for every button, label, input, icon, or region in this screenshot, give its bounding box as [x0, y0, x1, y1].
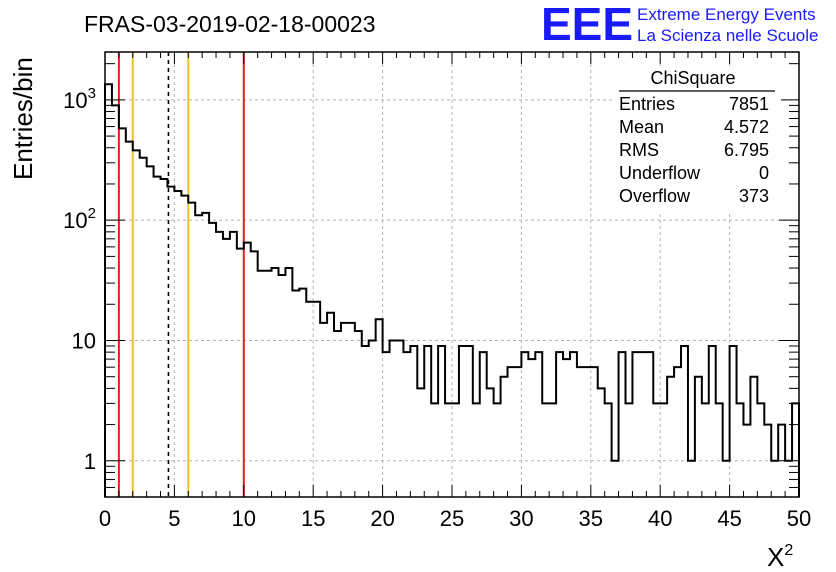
- x-tick-label: 0: [99, 506, 111, 531]
- stats-value: 6.795: [724, 140, 769, 160]
- y-tick-label: 1: [84, 449, 96, 474]
- x-tick-label: 15: [301, 506, 325, 531]
- stats-label: Entries: [619, 94, 675, 114]
- stats-value: 4.572: [724, 117, 769, 137]
- brand-line-2: La Scienza nelle Scuole: [637, 26, 818, 45]
- vertical-lines: [117, 52, 245, 497]
- stats-box: ChiSquare Entries 7851 Mean 4.572 RMS 6.795 Un…: [613, 66, 781, 214]
- eee-logo: EEE: [541, 0, 633, 50]
- stats-value: 0: [759, 163, 769, 183]
- stats-label: Mean: [619, 117, 664, 137]
- y-tick-label: 10: [72, 328, 96, 353]
- eee-branding: EEE Extreme Energy Events La Scienza nel…: [541, 0, 818, 50]
- x-tick-label: 30: [509, 506, 533, 531]
- stats-value: 7851: [729, 94, 769, 114]
- x-tick-label: 40: [648, 506, 672, 531]
- y-axis-label: Entries/bin: [8, 57, 38, 180]
- y-axis: 1 10 102 103: [63, 63, 799, 498]
- x-axis: 0 5 10 15 20 25 30 35 40 45 50: [99, 52, 811, 531]
- x-axis-label: X2: [767, 542, 793, 572]
- stats-label: RMS: [619, 140, 659, 160]
- stats-rows: Entries 7851 Mean 4.572 RMS 6.795 Underflow 0 Ov…: [619, 94, 769, 206]
- y-tick-label: 102: [63, 205, 96, 233]
- x-tick-label: 50: [787, 506, 811, 531]
- histogram-line: [104, 83, 800, 497]
- y-tick-label: 103: [63, 85, 96, 113]
- x-tick-label: 5: [168, 506, 180, 531]
- chart-title: FRAS-03-2019-02-18-00023: [84, 11, 376, 37]
- x-tick-label: 20: [370, 506, 394, 531]
- stats-value: 373: [739, 186, 769, 206]
- stats-label: Underflow: [619, 163, 701, 183]
- stats-label: Overflow: [619, 186, 691, 206]
- x-tick-label: 45: [717, 506, 741, 531]
- x-tick-label: 10: [232, 506, 256, 531]
- x-tick-label: 35: [579, 506, 603, 531]
- brand-line-1: Extreme Energy Events: [637, 5, 816, 24]
- x-tick-label: 25: [440, 506, 464, 531]
- stats-title: ChiSquare: [650, 68, 735, 88]
